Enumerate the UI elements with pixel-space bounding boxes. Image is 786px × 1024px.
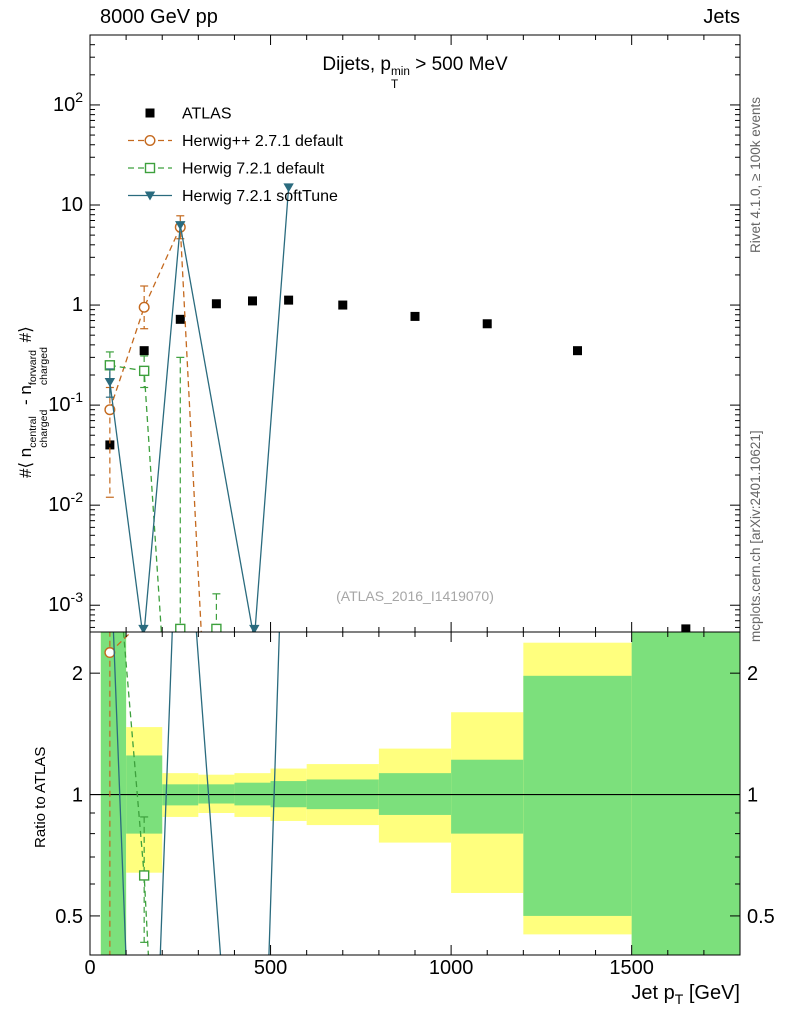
rivet-version-note: Rivet 4.1.0, ≥ 100k events [748, 97, 763, 253]
svg-text:1: 1 [72, 294, 83, 316]
legend-item-label: ATLAS [182, 106, 232, 123]
plot-title-post: > 500 MeV [409, 54, 508, 75]
svg-text:102: 102 [53, 89, 83, 116]
x-axis-label-sub: T [674, 991, 684, 1007]
ratio-axis-label: Ratio to ATLAS [32, 746, 49, 848]
legend-item-label: Herwig++ 2.7.1 default [182, 133, 344, 150]
main-panel-series [104, 183, 691, 632]
ratio-bands [90, 632, 740, 955]
svg-text:1000: 1000 [429, 957, 474, 979]
svg-text:10-3: 10-3 [48, 589, 83, 616]
y-axis-label-pre: #⟨ n [16, 447, 35, 478]
x-axis-label-post: [GeV] [683, 982, 740, 1004]
svg-text:0.5: 0.5 [55, 906, 83, 928]
x-axis-label-pre: Jet p [631, 982, 675, 1004]
svg-text:1: 1 [747, 785, 758, 807]
plot-title-sub: T [390, 77, 399, 91]
legend: ATLAS Herwig++ 2.7.1 default Herwig 7.2.1 … [128, 106, 344, 205]
x-axis-label: Jet pT [GeV] [631, 982, 740, 1007]
plot-title-pre: Dijets, p [322, 54, 391, 75]
ratio-panel-series [104, 632, 281, 955]
y-axis-label: #⟨ n central charged - n forward charged #⟩ [16, 326, 50, 478]
analysis-group-label: Jets [703, 6, 740, 28]
plot-title-sup: min [390, 65, 410, 79]
svg-text:500: 500 [254, 957, 287, 979]
axes: 0 500 1000 1500 102 10 1 10-1 10-2 10-3 0.5 0.5 1 1 2 2 [48, 34, 775, 979]
legend-item-label: Herwig 7.2.1 default [182, 161, 325, 178]
y-axis-label-script-1: central charged [26, 409, 50, 448]
svg-text:0: 0 [84, 957, 95, 979]
svg-text:1500: 1500 [609, 957, 654, 979]
analysis-id-watermark: (ATLAS_2016_I1419070) [336, 588, 494, 604]
svg-text:10-2: 10-2 [48, 489, 83, 516]
svg-text:2: 2 [72, 663, 83, 685]
beam-energy-label: 8000 GeV pp [100, 6, 218, 28]
svg-text:10-1: 10-1 [48, 389, 83, 416]
y-axis-label-script-2: forward charged [26, 347, 50, 386]
plot-title-script: min T [390, 65, 410, 91]
mcplots-arxiv-note: mcplots.cern.ch [arXiv:2401.10621] [748, 430, 763, 642]
legend-item-label: Herwig 7.2.1 softTune [182, 188, 338, 205]
svg-text:1: 1 [72, 785, 83, 807]
svg-text:0.5: 0.5 [747, 906, 775, 928]
y-axis-label-post: #⟩ [16, 326, 35, 348]
y-axis-label-mid: - n [16, 385, 35, 410]
plot-title: Dijets, p min T > 500 MeV [90, 54, 740, 91]
svg-text:10: 10 [61, 194, 83, 216]
svg-text:2: 2 [747, 663, 758, 685]
